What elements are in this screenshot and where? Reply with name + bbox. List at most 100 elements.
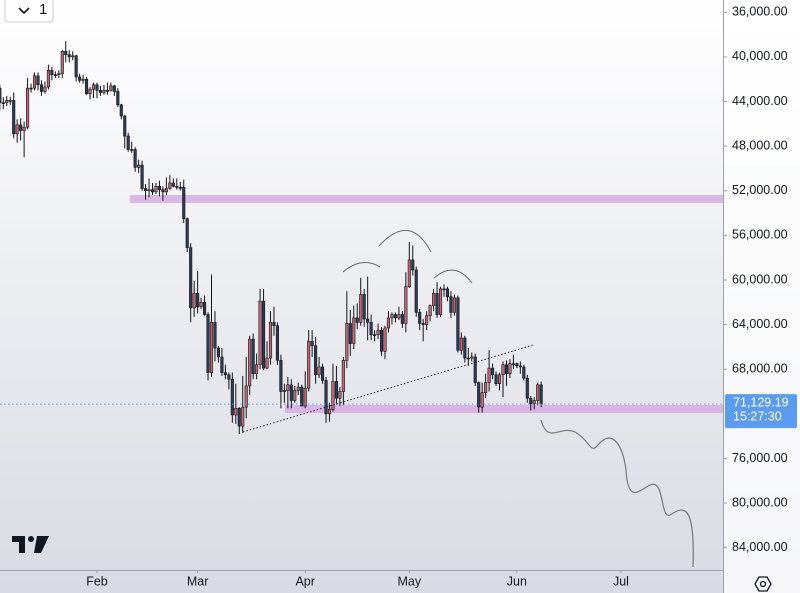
- head-arc: [378, 229, 432, 253]
- candle-body: [289, 384, 293, 401]
- candle-body: [133, 149, 137, 168]
- candle-body: [376, 329, 380, 335]
- candle-body: [32, 75, 37, 89]
- candle-body: [78, 76, 82, 81]
- candle-body: [230, 378, 234, 416]
- candle-body: [22, 126, 26, 131]
- candle-body: [150, 189, 155, 193]
- candle-body: [456, 297, 460, 351]
- candle-body: [213, 322, 217, 349]
- candle-body: [286, 384, 290, 391]
- candle-body: [386, 317, 391, 329]
- settings-icon[interactable]: [754, 576, 772, 592]
- candle-body: [144, 188, 148, 192]
- candle-body: [473, 356, 477, 383]
- candle-body: [525, 377, 529, 399]
- candle-body: [248, 338, 252, 387]
- candle-body: [251, 338, 255, 374]
- interval-button[interactable]: [4, 0, 54, 23]
- candle-body: [366, 318, 370, 323]
- candle-body: [393, 314, 397, 319]
- candle-body: [255, 364, 259, 374]
- candle-body: [50, 69, 54, 76]
- candle-body: [272, 322, 276, 327]
- y-tick-label: 68,000.00: [732, 362, 788, 376]
- candle-body: [19, 124, 23, 131]
- candle-body: [178, 187, 182, 189]
- candle-body: [12, 100, 16, 135]
- candle-body: [137, 164, 141, 168]
- y-tick-label: 52,000.00: [732, 183, 788, 197]
- candle-body: [348, 323, 352, 344]
- candle-body: [109, 85, 113, 91]
- candle-body: [161, 189, 165, 193]
- candle-body: [404, 286, 408, 324]
- candle-body: [223, 372, 227, 376]
- candle-body: [369, 322, 373, 335]
- countdown-label: 15:27:30: [733, 409, 782, 423]
- candle-body: [359, 294, 363, 323]
- y-tick-label: 60,000.00: [732, 272, 788, 286]
- candle-body: [116, 91, 120, 106]
- candle-body: [355, 317, 359, 323]
- y-tick-label: 64,000.00: [732, 317, 788, 331]
- candle-body: [206, 314, 210, 373]
- candle-body: [532, 400, 536, 405]
- interval-selector[interactable]: 1: [4, 0, 54, 23]
- candle-body: [185, 218, 189, 248]
- last-price-label: 71,129.19: [733, 395, 789, 409]
- y-tick-label: 56,000.00: [732, 228, 788, 242]
- candle-body: [262, 300, 266, 369]
- candle-body: [397, 314, 401, 319]
- candle-body: [119, 104, 123, 117]
- candle-body: [320, 366, 325, 381]
- trend-line: [242, 344, 534, 433]
- last-price-box: [725, 394, 797, 429]
- candle-body: [241, 406, 245, 427]
- candle-body: [407, 259, 411, 287]
- candle-body: [199, 301, 203, 308]
- candle-body: [91, 84, 96, 90]
- candle-body: [71, 55, 75, 58]
- candle-body: [508, 363, 512, 374]
- y-tick-label: 48,000.00: [732, 138, 788, 152]
- settings-icon-center: [759, 580, 767, 588]
- candle-body: [536, 384, 540, 401]
- candle-body: [1, 102, 5, 104]
- candle-body: [147, 189, 151, 192]
- candle-body: [452, 297, 456, 313]
- candle-body: [8, 100, 12, 102]
- candle-body: [414, 269, 418, 313]
- candle-body: [373, 334, 377, 336]
- shoulder-arc: [342, 262, 381, 273]
- candle-body: [216, 347, 220, 358]
- support-zone: [285, 405, 723, 413]
- candle-body: [307, 341, 311, 389]
- candle-body: [189, 247, 193, 309]
- candle-body: [279, 359, 283, 392]
- candle-body: [39, 84, 44, 92]
- candle-body: [491, 367, 495, 376]
- candle-body: [383, 327, 387, 352]
- candles: [0, 41, 543, 434]
- price-axis-area: [724, 0, 800, 593]
- settings-button[interactable]: [754, 576, 772, 592]
- candle-body: [105, 90, 109, 92]
- candle-body: [227, 374, 231, 380]
- x-tick-label: May: [397, 574, 421, 588]
- candle-body: [112, 85, 116, 92]
- candle-body: [64, 51, 68, 55]
- candle-body: [314, 345, 318, 376]
- y-tick-label: 44,000.00: [732, 94, 788, 108]
- candle-body: [504, 364, 509, 374]
- candle-body: [46, 69, 50, 88]
- candle-body: [237, 407, 241, 427]
- candle-body: [81, 78, 85, 81]
- candle-body: [497, 374, 502, 385]
- candle-body: [511, 363, 515, 365]
- candle-body: [26, 87, 30, 128]
- candle-body: [296, 386, 300, 391]
- logo-dot: [28, 536, 34, 542]
